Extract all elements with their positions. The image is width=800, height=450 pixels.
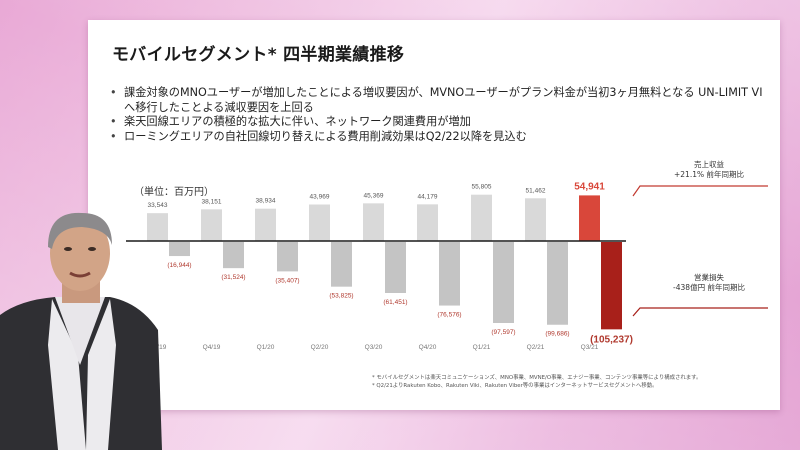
loss-callout: 営業損失 -438億円 前年同期比 [664, 273, 754, 293]
loss-label: (31,524) [221, 274, 245, 281]
revenue-label: 43,969 [310, 194, 330, 201]
footnotes: * モバイルセグメントは楽天コミュニケーションズ、MNO事業、MVNE/O事業、… [372, 374, 701, 390]
loss-bar [385, 242, 406, 294]
quarterly-chart: 33,543(16,944)Q3/1938,151(31,524)Q4/1938… [126, 181, 768, 351]
revenue-bar [147, 213, 168, 241]
revenue-callout: 売上収益 +21.1% 前年同期比 [664, 160, 754, 180]
category-tick-label: Q3/21 [581, 344, 599, 351]
revenue-label: 51,462 [526, 187, 546, 194]
footnote: * モバイルセグメントは楽天コミュニケーションズ、MNO事業、MVNE/O事業、… [372, 375, 702, 381]
loss-bar [439, 242, 460, 306]
loss-label: (97,597) [491, 329, 515, 336]
presenter-jacket [0, 297, 162, 450]
unit-label: （単位：百万円） [134, 187, 214, 198]
loss-label: (16,944) [167, 262, 191, 269]
revenue-callout-line [632, 185, 768, 197]
revenue-bar [309, 204, 330, 241]
loss-bar [601, 242, 622, 330]
revenue-label: 38,151 [202, 198, 222, 205]
presenter-shirt [48, 299, 116, 450]
revenue-label: 54,941 [574, 181, 605, 192]
revenue-label: 44,179 [418, 193, 438, 200]
revenue-bar [417, 204, 438, 241]
bullet-item: ローミングエリアの自社回線切り替えによる費用削減効果はQ2/22以降を見込む [110, 130, 770, 145]
bullet-item: 課金対象のMNOユーザーが増加したことによる増収要因が、MVNOユーザーがプラン… [110, 86, 770, 115]
presenter-video [0, 212, 162, 450]
revenue-label: 45,369 [364, 192, 384, 199]
loss-callout-change: -438億円 前年同期比 [673, 283, 745, 292]
category-tick-label: Q2/21 [527, 344, 545, 351]
category-tick-label: Q1/20 [257, 344, 275, 351]
bullet-list: 課金対象のMNOユーザーが増加したことによる増収要因が、MVNOユーザーがプラン… [110, 86, 770, 144]
revenue-bar [471, 194, 492, 241]
revenue-bar [363, 203, 384, 241]
loss-callout-line [632, 307, 768, 317]
bullet-item: 楽天回線エリアの積極的な拡大に伴い、ネットワーク関連費用が増加 [110, 115, 770, 130]
revenue-bar [255, 208, 276, 241]
loss-label: (76,576) [437, 312, 461, 319]
revenue-callout-growth: +21.1% 前年同期比 [674, 170, 744, 179]
loss-callout-title: 営業損失 [694, 273, 724, 282]
category-tick-label: Q3/20 [365, 344, 383, 351]
revenue-callout-title: 売上収益 [694, 160, 724, 169]
revenue-label: 33,543 [148, 202, 168, 209]
loss-label: (61,451) [383, 299, 407, 306]
loss-bar [331, 242, 352, 287]
loss-label: (105,237) [590, 334, 633, 345]
slide-title: モバイルセグメント* 四半期業績推移 [112, 45, 405, 65]
presenter-hair [48, 212, 112, 249]
presenter-head [50, 215, 110, 291]
category-tick-label: Q4/20 [419, 344, 437, 351]
category-tick-label: Q1/21 [473, 344, 491, 351]
revenue-bar [525, 198, 546, 241]
loss-bar [493, 242, 514, 324]
presentation-slide: モバイルセグメント* 四半期業績推移 課金対象のMNOユーザーが増加したことによ… [88, 20, 780, 410]
category-tick-label: Q4/19 [203, 344, 221, 351]
loss-bar [277, 242, 298, 272]
revenue-bar [201, 209, 222, 241]
revenue-bar [579, 195, 600, 241]
loss-bar [169, 242, 190, 257]
revenue-label: 38,934 [256, 198, 276, 205]
loss-label: (53,825) [329, 293, 353, 300]
loss-bar [547, 242, 568, 325]
revenue-label: 55,805 [472, 184, 492, 191]
loss-bar [223, 242, 244, 269]
loss-label: (99,686) [545, 331, 569, 338]
loss-label: (35,407) [275, 277, 299, 284]
footnote: * Q2/21よりRakuten Kobo、Rakuten Viki、Rakut… [372, 383, 658, 389]
category-tick-label: Q2/20 [311, 344, 329, 351]
